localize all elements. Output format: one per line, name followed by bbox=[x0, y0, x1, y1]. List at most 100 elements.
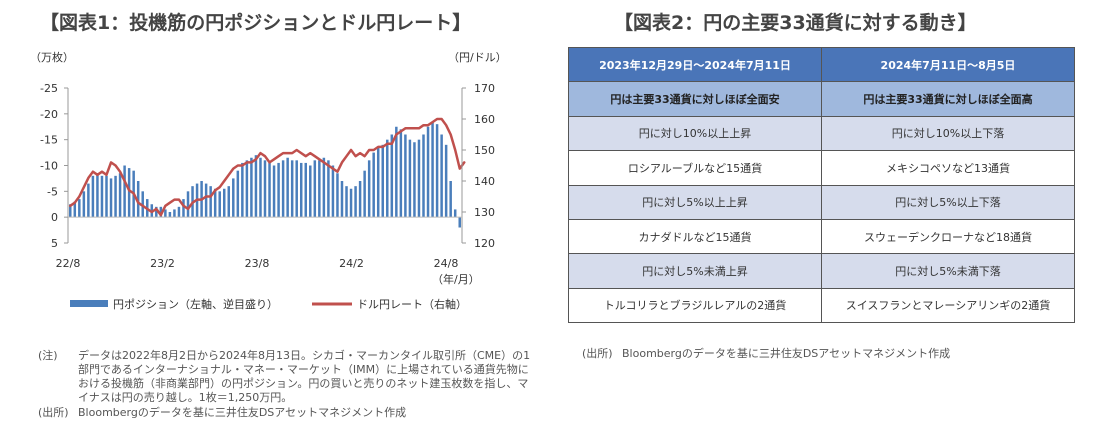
yen-position-usdjpy-chart: -25 -20 -15 -10 -5 0 5 170 160 150 140 130 120 22/8… bbox=[30, 50, 507, 311]
right-axis-label: （円/ドル） bbox=[448, 51, 507, 64]
legend: 円ポジション（左軸、逆目盛り） ドル円レート（右軸） bbox=[70, 297, 467, 311]
position-bar bbox=[363, 170, 366, 218]
position-bar bbox=[404, 134, 407, 218]
table-cell: 円に対し10%以上下落 bbox=[821, 115, 1075, 152]
position-bar bbox=[408, 139, 412, 218]
table-cell: カナダドルなど15通貨 bbox=[568, 218, 822, 255]
position-bar bbox=[413, 142, 416, 218]
position-bar bbox=[354, 186, 357, 218]
position-bar bbox=[444, 144, 448, 218]
position-bar bbox=[82, 191, 86, 218]
position-bar bbox=[449, 181, 452, 218]
position-bar bbox=[241, 162, 244, 218]
table-row: ロシアルーブルなど15通貨 メキシコペソなど13通貨 bbox=[568, 150, 1075, 186]
table-cell: 円に対し5%以上下落 bbox=[821, 184, 1075, 220]
position-bar bbox=[390, 134, 394, 218]
position-bar bbox=[69, 204, 72, 218]
position-bar bbox=[327, 160, 330, 218]
table-row: 円に対し5%未満上昇 円に対し5%未満下落 bbox=[568, 253, 1075, 289]
currency-movement-table: 2023年12月29日～2024年7月11日 2024年7月11日～8月5日 円… bbox=[568, 46, 1075, 324]
position-bar bbox=[431, 121, 434, 218]
position-bar bbox=[159, 206, 163, 218]
position-bar bbox=[331, 165, 335, 218]
x-tick-label: 24/2 bbox=[339, 257, 364, 270]
table-row: カナダドルなど15通貨 スウェーデンクローナなど18通貨 bbox=[568, 218, 1075, 255]
position-bar bbox=[299, 162, 303, 218]
position-bar bbox=[118, 173, 122, 218]
position-bar bbox=[417, 139, 421, 218]
position-bar bbox=[254, 155, 258, 218]
legend-line-label: ドル円レート（右軸） bbox=[357, 297, 467, 311]
position-bar bbox=[105, 175, 108, 218]
usdjpy-line bbox=[69, 117, 466, 217]
position-bar bbox=[395, 126, 398, 218]
table-cell: スイスフランとマレーシアリンギの2通貨 bbox=[821, 287, 1075, 324]
position-bar bbox=[168, 212, 172, 218]
position-bar bbox=[358, 181, 362, 218]
position-bar bbox=[340, 181, 344, 218]
table-subheader-row: 円は主要33通貨に対しほぼ全面安 円は主要33通貨に対しほぼ全面高 bbox=[568, 81, 1075, 117]
left-tick-label: 5 bbox=[51, 237, 58, 250]
right-axis-ticks: 170 160 150 140 130 120 bbox=[462, 82, 495, 250]
position-bar bbox=[223, 188, 226, 218]
x-tick-label: 22/8 bbox=[56, 257, 81, 270]
position-bar bbox=[272, 165, 276, 218]
note-text: データは2022年8月2日から2024年8月13日。シカゴ・マーカンタイル取引所… bbox=[78, 349, 531, 404]
right-tick-label: 140 bbox=[474, 175, 495, 188]
position-bar bbox=[209, 186, 212, 218]
table-cell: 円に対し5%未満上昇 bbox=[568, 253, 822, 289]
position-bar bbox=[123, 165, 126, 218]
position-bar bbox=[426, 126, 430, 218]
left-tick-label: -10 bbox=[40, 160, 58, 173]
source1-label: (出所) bbox=[38, 406, 69, 419]
source1-text: Bloombergのデータを基に三井住友DSアセットマネジメント作成 bbox=[78, 406, 407, 419]
position-bar bbox=[318, 160, 321, 218]
x-tick-label: 23/2 bbox=[150, 257, 175, 270]
legend-bar-label: 円ポジション（左軸、逆目盛り） bbox=[113, 297, 278, 311]
position-bar bbox=[186, 191, 190, 218]
position-bar bbox=[114, 175, 117, 218]
position-bar bbox=[182, 199, 185, 218]
table-header-row: 2023年12月29日～2024年7月11日 2024年7月11日～8月5日 bbox=[568, 46, 1075, 83]
left-tick-label: -25 bbox=[40, 82, 58, 95]
position-bar bbox=[73, 201, 77, 218]
position-bar bbox=[349, 188, 353, 218]
position-bar bbox=[127, 168, 131, 218]
left-tick-label: -20 bbox=[40, 108, 58, 121]
table-cell: 円に対し5%以上上昇 bbox=[568, 184, 822, 220]
table-row: 円に対し5%以上上昇 円に対し5%以上下落 bbox=[568, 184, 1075, 220]
left-tick-label: 0 bbox=[51, 211, 58, 224]
x-axis-ticks: 22/8 23/2 23/8 24/2 24/8 bbox=[56, 257, 459, 270]
header-period-1: 2023年12月29日～2024年7月11日 bbox=[568, 46, 822, 83]
source2-label: (出所) bbox=[582, 347, 613, 360]
position-bar bbox=[381, 144, 384, 218]
right-tick-label: 150 bbox=[474, 144, 495, 157]
position-bar bbox=[386, 139, 389, 218]
left-axis-ticks: -25 -20 -15 -10 -5 0 5 bbox=[40, 82, 68, 250]
position-bar bbox=[422, 134, 425, 218]
chart1-note: (注) データは2022年8月2日から2024年8月13日。シカゴ・マーカンタイ… bbox=[38, 349, 538, 407]
position-bar bbox=[250, 157, 253, 218]
position-bar bbox=[286, 157, 289, 218]
position-bar bbox=[440, 134, 443, 218]
header-period-2: 2024年7月11日～8月5日 bbox=[821, 46, 1075, 83]
position-bar bbox=[177, 206, 181, 218]
subheader-period-1: 円は主要33通貨に対しほぼ全面安 bbox=[568, 81, 822, 117]
position-bar bbox=[78, 199, 81, 218]
table2-source: (出所) Bloombergのデータを基に三井住友DSアセットマネジメント作成 bbox=[582, 347, 1062, 363]
position-bar bbox=[87, 183, 90, 218]
position-bar bbox=[281, 160, 285, 218]
table-cell: ロシアルーブルなど15通貨 bbox=[568, 150, 822, 186]
position-bar bbox=[245, 160, 249, 218]
right-tick-label: 170 bbox=[474, 82, 495, 95]
position-bar bbox=[100, 175, 104, 218]
position-bar bbox=[213, 188, 217, 218]
position-bar bbox=[136, 181, 140, 218]
table-row: 円に対し10%以上上昇 円に対し10%以上下落 bbox=[568, 115, 1075, 152]
position-bar bbox=[259, 157, 262, 218]
position-bar bbox=[232, 178, 235, 218]
position-bar bbox=[173, 209, 176, 218]
position-bar bbox=[295, 160, 298, 218]
position-bar bbox=[268, 162, 271, 218]
position-bar bbox=[263, 160, 267, 218]
